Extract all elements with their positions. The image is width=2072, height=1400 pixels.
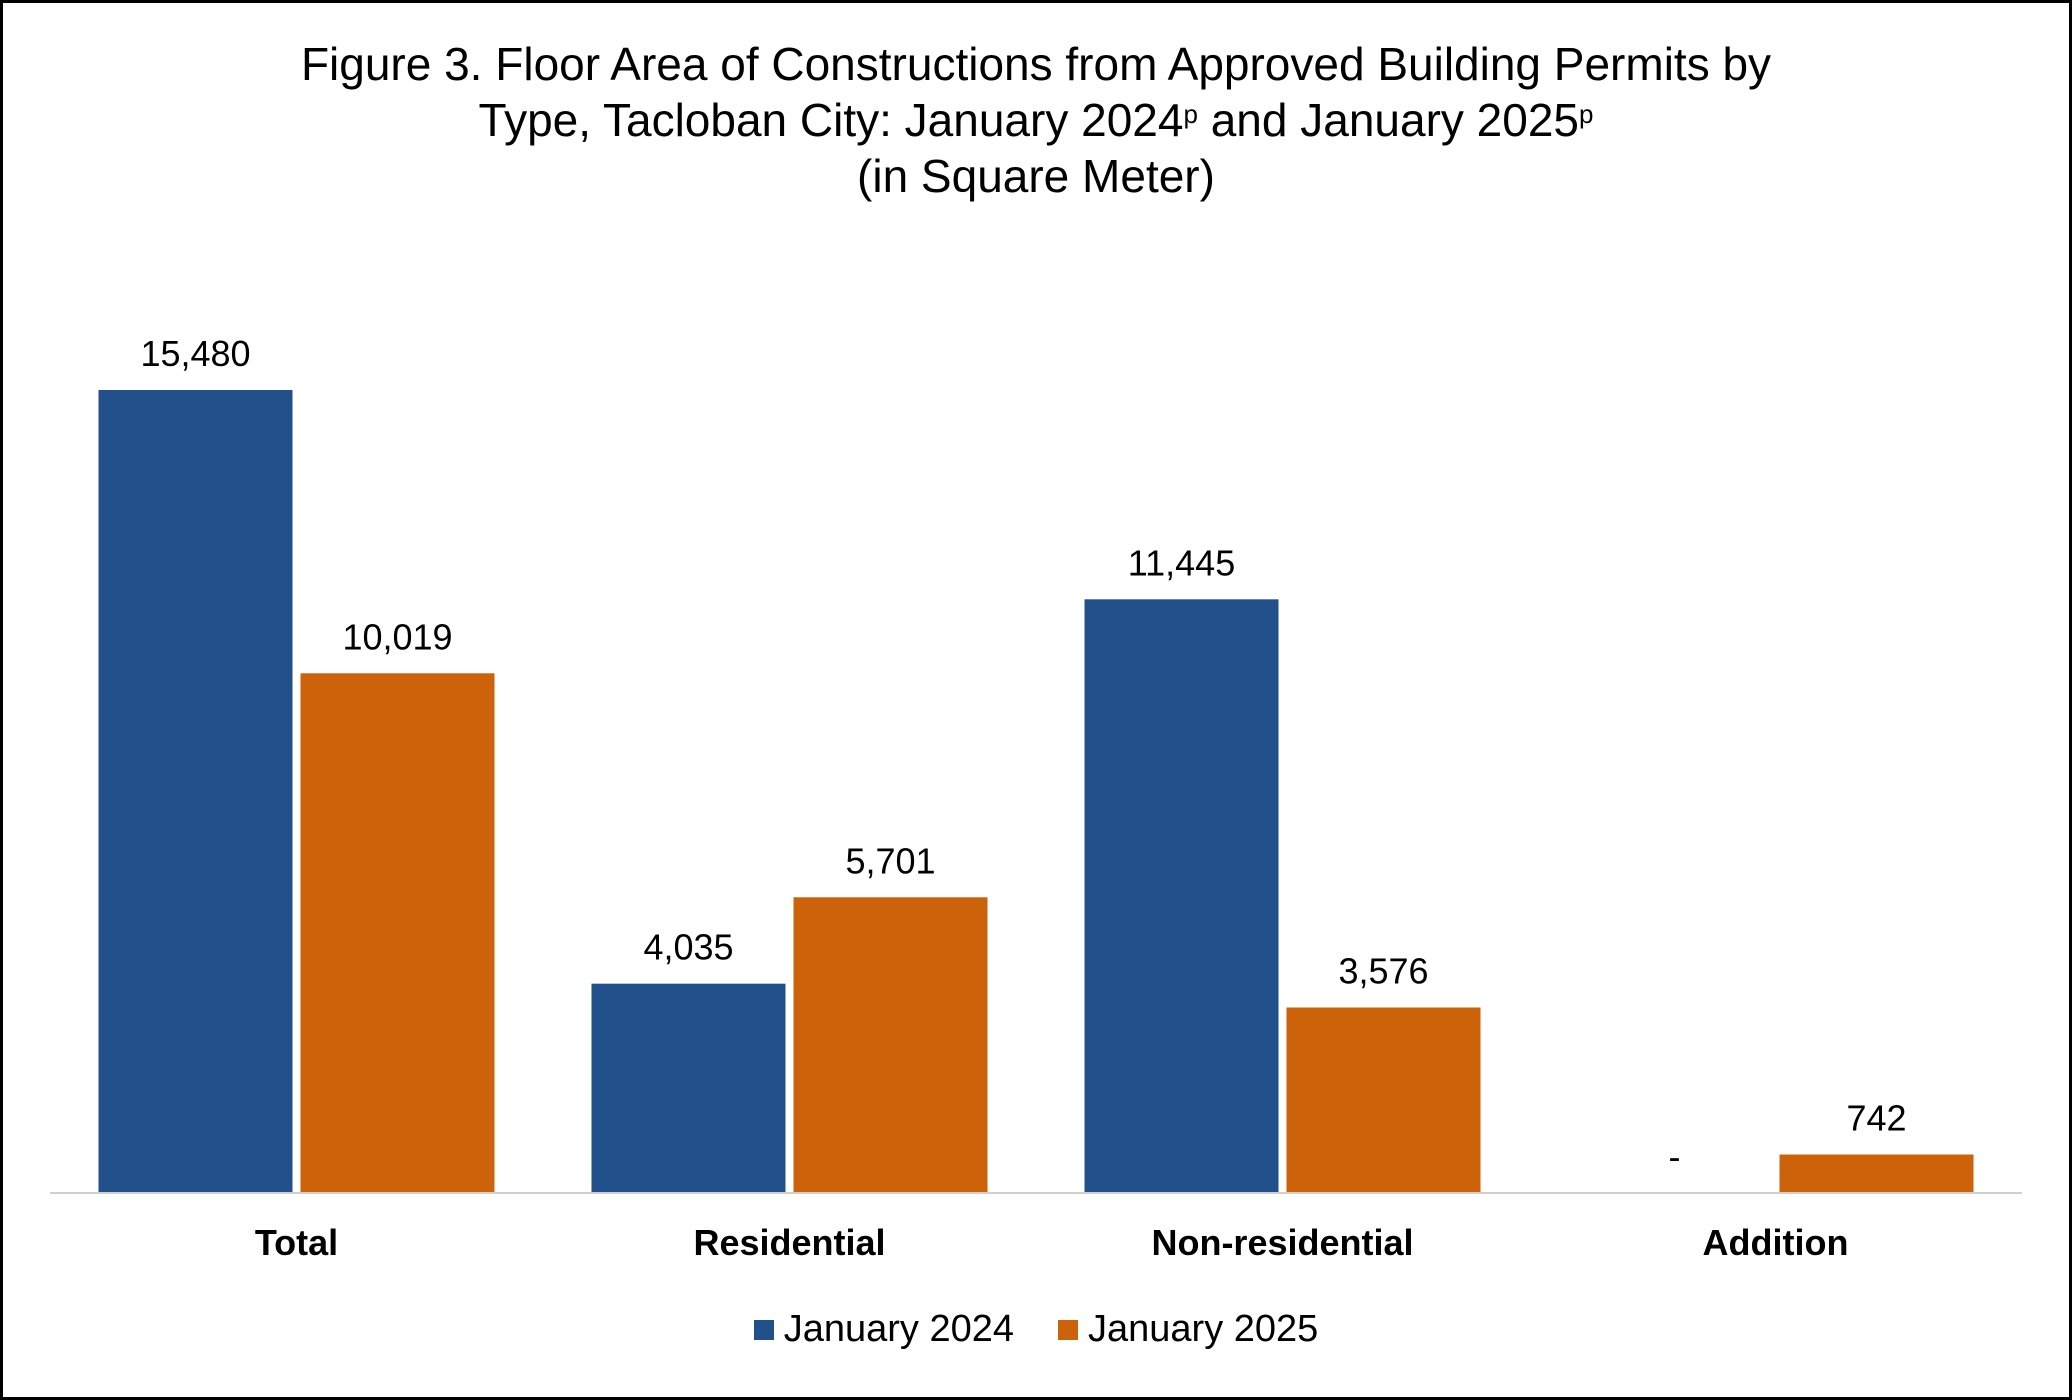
legend-label-january-2024: January 2024 [783,1308,1014,1350]
legend-item-january-2024: January 2024 [753,1308,1014,1351]
bar-total-january-2025 [300,673,495,1193]
title-line-2-part-b: and January 2025 [1197,94,1579,146]
data-label-non-residential-january-2025: 3,576 [1338,951,1428,992]
title-line-2-part-a: Type, Tacloban City: January 2024 [478,94,1184,146]
legend-label-january-2025: January 2025 [1088,1308,1319,1350]
chart-legend: January 2024 January 2025 [0,1308,2072,1351]
bar-addition-january-2025 [1779,1154,1974,1193]
title-line-1: Figure 3. Floor Area of Constructions fr… [300,38,1772,90]
data-label-total-january-2024: 15,480 [140,333,250,374]
data-label-total-january-2025: 10,019 [342,616,452,657]
bar-residential-january-2024 [591,983,786,1193]
bar-total-january-2024 [98,390,293,1193]
category-label-residential: Residential [693,1222,885,1263]
bar-residential-january-2025 [793,897,988,1193]
legend-swatch-january-2024 [753,1319,774,1340]
legend-swatch-january-2025 [1058,1319,1078,1340]
category-label-addition: Addition [1703,1222,1849,1263]
title-superscript-1: p [1183,99,1198,129]
category-label-total: Total [255,1222,338,1263]
category-label-non-residential: Non-residential [1151,1222,1413,1263]
chart-title: Figure 3. Floor Area of Constructions fr… [0,36,2072,204]
bar-non-residential-january-2025 [1286,1007,1481,1193]
legend-item-january-2025: January 2025 [1058,1308,1318,1351]
title-superscript-2: p [1579,99,1594,129]
data-label-residential-january-2024: 4,035 [643,927,733,968]
data-label-addition-january-2025: 742 [1846,1098,1906,1139]
data-label-residential-january-2025: 5,701 [845,840,935,881]
title-line-2: Type, Tacloban City: January 2024p and J… [0,92,2072,148]
data-label-non-residential-january-2024: 11,445 [1128,542,1235,583]
title-line-3: (in Square Meter) [857,150,1215,202]
data-label-addition-january-2024: - [1669,1136,1681,1177]
bar-non-residential-january-2024 [1084,599,1279,1193]
